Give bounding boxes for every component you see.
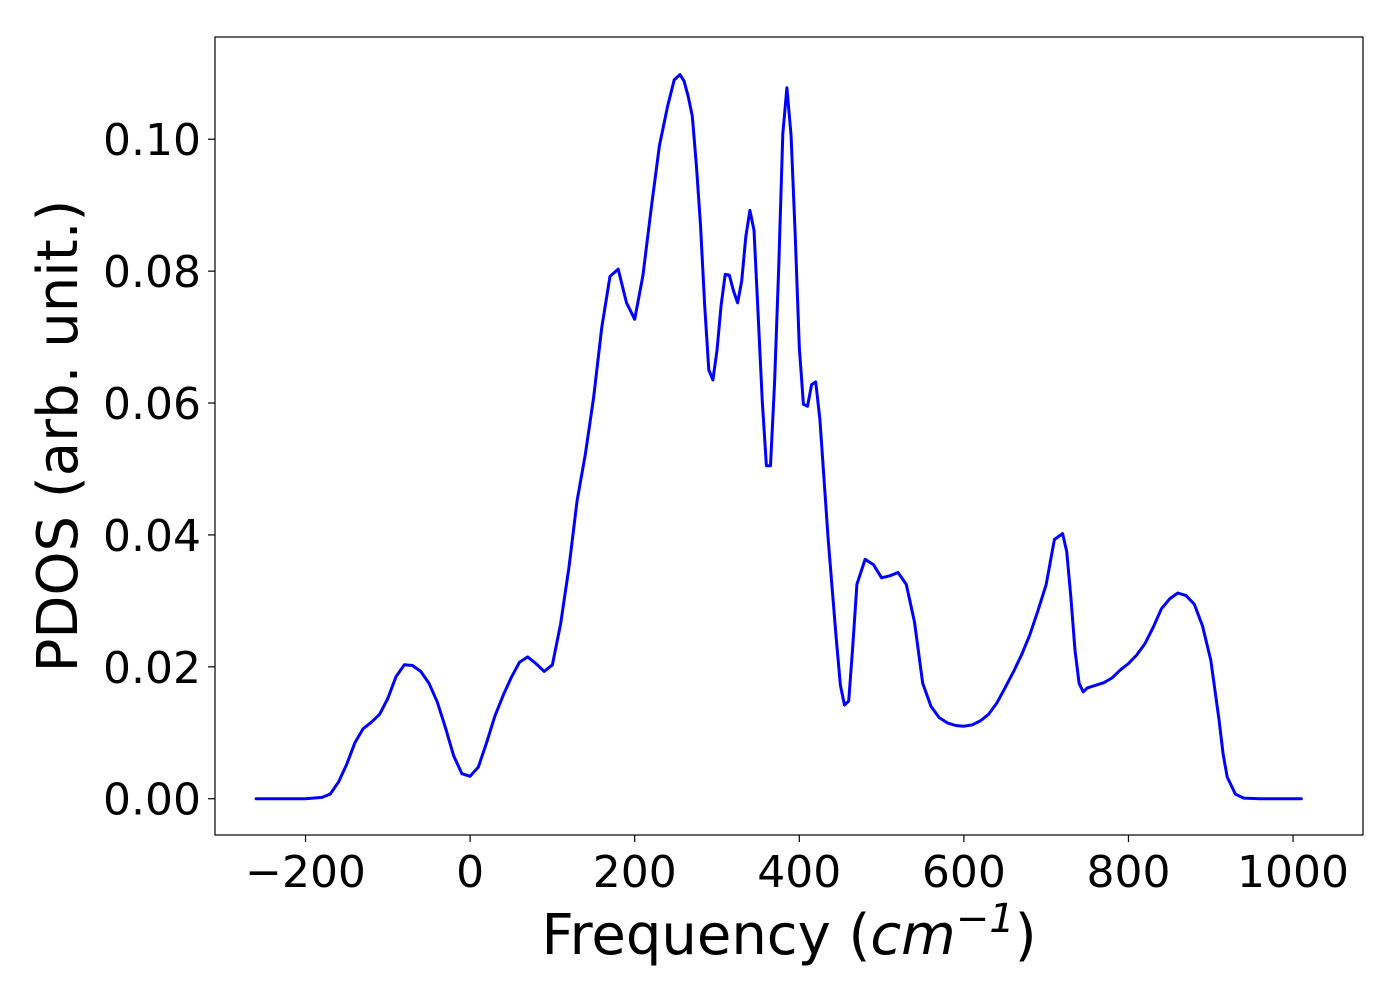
y-tick-label: 0.02 (103, 643, 201, 694)
x-tick-label: 600 (922, 847, 1006, 898)
x-tick-label: −200 (245, 847, 366, 898)
x-axis-title-prefix: Frequency ( (541, 903, 870, 968)
x-tick-label: 200 (593, 847, 677, 898)
plot-area-frame (214, 36, 1364, 836)
y-tick-label: 0.06 (103, 379, 201, 430)
series-layer (254, 73, 1303, 801)
x-tick-label: 800 (1086, 847, 1170, 898)
x-axis-title: Frequency (cm−1) (541, 896, 1036, 968)
x-axis-title-unit-exponent: −1 (956, 896, 1015, 942)
x-axis-title-unit-base: cm (870, 903, 955, 968)
y-tick-label: 0.08 (103, 247, 201, 298)
y-axis-title: PDOS (arb. unit.) (26, 200, 91, 673)
y-ticks: 0.00 0.02 0.04 0.06 0.08 0.10 (103, 115, 215, 826)
x-axis-title-close: ) (1015, 903, 1037, 968)
x-tick-label: 0 (456, 847, 484, 898)
x-ticks: −200 0 200 400 600 800 1000 (245, 835, 1349, 898)
y-tick-label: 0.10 (103, 115, 201, 166)
y-tick-label: 0.04 (103, 511, 201, 562)
pdos-series-line (254, 73, 1303, 801)
y-tick-label: 0.00 (103, 775, 201, 826)
x-tick-label: 1000 (1237, 847, 1349, 898)
x-tick-label: 400 (757, 847, 841, 898)
